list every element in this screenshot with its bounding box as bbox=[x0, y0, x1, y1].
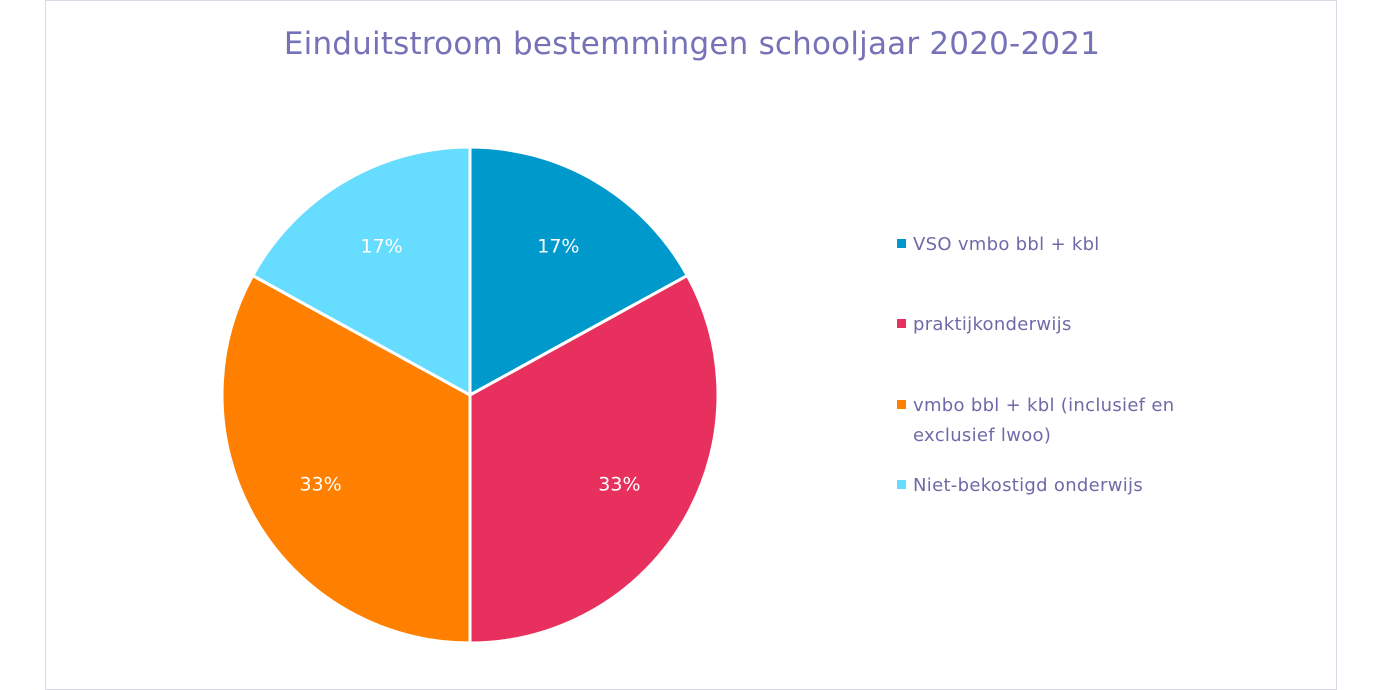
legend-swatch bbox=[897, 480, 906, 489]
legend-item-vmbo-bbl-kbl: vmbo bbl + kbl (inclusief en exclusief l… bbox=[897, 391, 1207, 451]
legend-item-praktijkonderwijs: praktijkonderwijs bbox=[897, 310, 1072, 340]
legend-swatch bbox=[897, 239, 906, 248]
data-label-vso-vmbo: 17% bbox=[537, 236, 579, 258]
legend-swatch bbox=[897, 400, 906, 409]
legend-label: praktijkonderwijs bbox=[913, 314, 1072, 335]
legend-item-vso-vmbo: VSO vmbo bbl + kbl bbox=[897, 230, 1100, 260]
legend-label: vmbo bbl + kbl (inclusief en exclusief l… bbox=[913, 395, 1175, 446]
chart-title: Einduitstroom bestemmingen schooljaar 20… bbox=[283, 26, 1101, 62]
data-label-praktijkonderwijs: 33% bbox=[598, 473, 640, 495]
pie-slice-vso-vmbo bbox=[468, 145, 690, 398]
legend-swatch bbox=[897, 319, 906, 328]
pie-slice-niet-bekostigd bbox=[250, 145, 472, 398]
pie-chart: 17% 33% 33% 17% bbox=[220, 145, 720, 645]
pie-slice-praktijkonderwijs bbox=[468, 273, 720, 645]
legend-label: Niet-bekostigd onderwijs bbox=[913, 475, 1144, 496]
legend-item-niet-bekostigd: Niet-bekostigd onderwijs bbox=[897, 471, 1143, 501]
legend-label: VSO vmbo bbl + kbl bbox=[913, 234, 1100, 255]
data-label-niet-bekostigd: 17% bbox=[361, 236, 403, 258]
pie-slice-vmbo-bbl-kbl bbox=[220, 273, 472, 645]
data-label-vmbo-bbl-kbl: 33% bbox=[299, 473, 341, 495]
